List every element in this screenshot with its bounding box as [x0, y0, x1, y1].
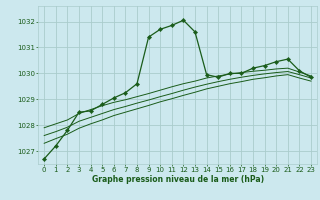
X-axis label: Graphe pression niveau de la mer (hPa): Graphe pression niveau de la mer (hPa): [92, 175, 264, 184]
